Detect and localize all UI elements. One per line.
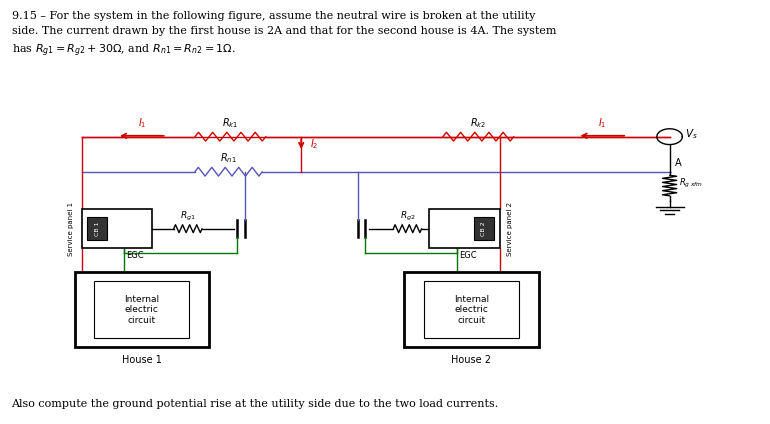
Text: 9.15 – For the system in the following figure, assume the neutral wire is broken: 9.15 – For the system in the following f… bbox=[12, 11, 535, 21]
Text: Service panel 2: Service panel 2 bbox=[507, 202, 513, 256]
Bar bbox=[95, 281, 189, 338]
Text: House 1: House 1 bbox=[122, 355, 162, 365]
Text: Internal
electric
circuit: Internal electric circuit bbox=[124, 295, 159, 325]
Text: has $R_{g1} = R_{g2} + 30\Omega$, and $R_{n1} = R_{n2} = 1\Omega$.: has $R_{g1} = R_{g2} + 30\Omega$, and $R… bbox=[12, 42, 235, 59]
Text: $R_{g2}$: $R_{g2}$ bbox=[400, 210, 415, 223]
Text: Also compute the ground potential rise at the utility side due to the two load c: Also compute the ground potential rise a… bbox=[12, 399, 499, 409]
Text: $I_2$: $I_2$ bbox=[310, 138, 318, 151]
Text: House 2: House 2 bbox=[451, 355, 491, 365]
Text: A: A bbox=[675, 158, 682, 168]
Text: CB 1: CB 1 bbox=[95, 221, 99, 236]
Bar bbox=[429, 209, 500, 248]
Bar bbox=[75, 273, 209, 347]
Text: $I_1$: $I_1$ bbox=[138, 116, 146, 130]
Text: $R_{g\ xfm}$: $R_{g\ xfm}$ bbox=[679, 177, 703, 190]
Bar bbox=[424, 281, 519, 338]
Bar bbox=[87, 217, 107, 240]
Text: CB 2: CB 2 bbox=[481, 221, 487, 236]
Text: $R_{k1}$: $R_{k1}$ bbox=[223, 116, 239, 130]
Text: $R_{g1}$: $R_{g1}$ bbox=[180, 210, 196, 223]
Text: $R_{k2}$: $R_{k2}$ bbox=[470, 116, 487, 130]
Bar bbox=[404, 273, 538, 347]
Text: side. The current drawn by the first house is 2A and that for the second house i: side. The current drawn by the first hou… bbox=[12, 26, 556, 36]
Text: Service panel 1: Service panel 1 bbox=[68, 202, 74, 256]
Text: $R_{n1}$: $R_{n1}$ bbox=[220, 151, 237, 165]
Text: $V_s$: $V_s$ bbox=[685, 128, 698, 141]
Text: EGC: EGC bbox=[126, 251, 144, 259]
Text: $I_1$: $I_1$ bbox=[598, 116, 607, 130]
Text: Internal
electric
circuit: Internal electric circuit bbox=[454, 295, 489, 325]
Text: EGC: EGC bbox=[459, 251, 477, 259]
Bar bbox=[474, 217, 494, 240]
Bar bbox=[82, 209, 152, 248]
